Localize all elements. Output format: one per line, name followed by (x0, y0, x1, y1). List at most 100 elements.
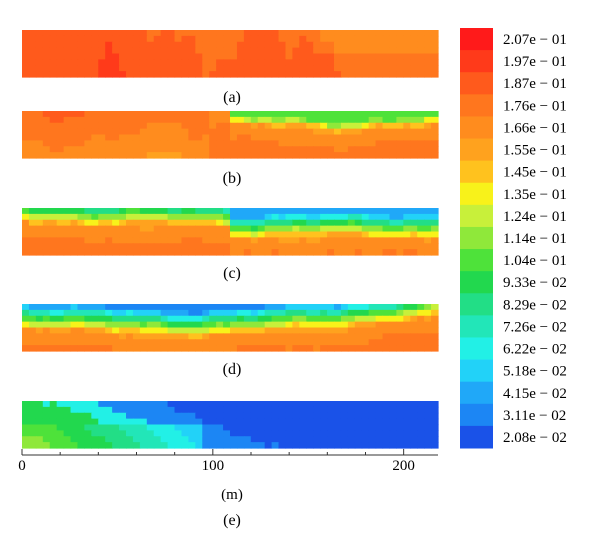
heatmap-cell (361, 243, 370, 250)
heatmap-cell (410, 430, 418, 437)
heatmap-cell (160, 71, 169, 78)
heatmap-cell (167, 418, 176, 426)
heatmap-cell (320, 41, 328, 49)
heatmap-cell (250, 315, 259, 323)
heatmap-cell (209, 65, 217, 72)
heatmap-cell (340, 116, 349, 124)
heatmap-cell (84, 41, 92, 49)
heatmap-cell (49, 30, 58, 37)
heatmap-cell (403, 41, 411, 49)
heatmap-cell (119, 41, 127, 49)
heatmap-cell (250, 213, 259, 221)
heatmap-cell (264, 327, 273, 334)
heatmap-cell (70, 412, 79, 420)
colorbar-swatch (460, 359, 493, 383)
heatmap-cell (209, 116, 217, 124)
heatmap-cell (202, 436, 210, 443)
heatmap-cell (230, 208, 238, 215)
heatmap-cell (174, 309, 183, 317)
heatmap-cell (195, 406, 203, 414)
heatmap-cell (417, 134, 425, 141)
heatmap-cell (112, 321, 120, 329)
heatmap-cell (63, 65, 72, 72)
heatmap-cell (216, 339, 224, 346)
heatmap-cell (209, 333, 217, 340)
heatmap-cell (354, 309, 363, 317)
heatmap-cell (174, 134, 183, 141)
heatmap-cell (306, 430, 314, 437)
heatmap-cell (35, 418, 44, 426)
heatmap-cell (223, 53, 231, 60)
heatmap-cell (271, 65, 280, 72)
heatmap-cell (285, 208, 293, 215)
heatmap-cell (22, 208, 30, 215)
heatmap-cell (195, 59, 203, 66)
heatmap-cell (243, 321, 252, 329)
heatmap-cell (56, 237, 65, 244)
heatmap-cell (278, 237, 287, 244)
heatmap-cell (28, 327, 37, 334)
colorbar-swatch (460, 226, 493, 250)
heatmap-cell (347, 122, 356, 130)
heatmap-cell (42, 309, 51, 317)
colorbar-swatch (460, 116, 493, 140)
panel-label-5: (e) (223, 512, 241, 529)
heatmap-cell (292, 424, 300, 431)
heatmap-cell (424, 418, 432, 426)
heatmap-cell (42, 406, 51, 414)
heatmap-cell (327, 128, 335, 136)
heatmap-cell (223, 321, 231, 329)
heatmap-cell (22, 35, 30, 43)
heatmap-cell (22, 140, 30, 147)
heatmap-cell (35, 231, 44, 238)
heatmap-cell (271, 237, 280, 244)
heatmap-cell (361, 59, 370, 66)
heatmap-cell (70, 30, 79, 37)
heatmap-cell (320, 146, 328, 153)
heatmap-cell (167, 152, 176, 159)
heatmap-cell (146, 327, 155, 334)
heatmap-cell (368, 327, 377, 334)
heatmap-cell (105, 401, 113, 408)
heatmap-cell (271, 321, 280, 329)
heatmap-cell (285, 41, 293, 49)
heatmap-cell (230, 53, 238, 60)
heatmap-cell (195, 30, 203, 37)
heatmap-cell (410, 418, 418, 426)
heatmap-cell (403, 424, 411, 431)
heatmap-cell (313, 71, 321, 78)
heatmap-cell (313, 339, 321, 346)
heatmap-cell (132, 219, 141, 227)
heatmap-cell (320, 225, 328, 233)
heatmap-cell (146, 418, 155, 426)
heatmap-cell (98, 213, 106, 221)
heatmap-cell (209, 53, 217, 60)
heatmap-cell (403, 71, 411, 78)
heatmap-cell (22, 111, 30, 118)
heatmap-cell (278, 140, 287, 147)
heatmap-cell (257, 71, 266, 78)
heatmap-cell (347, 208, 356, 215)
heatmap-cell (77, 243, 85, 250)
heatmap-cell (84, 128, 92, 136)
heatmap-cell (209, 237, 217, 244)
heatmap-cell (347, 219, 356, 227)
heatmap-cell (382, 424, 391, 431)
heatmap-cell (35, 71, 44, 78)
heatmap-cell (320, 122, 328, 130)
heatmap-cell (223, 430, 231, 437)
heatmap-cell (250, 208, 259, 215)
heatmap-cell (230, 231, 238, 238)
heatmap-cell (313, 436, 321, 443)
heatmap-cell (56, 71, 65, 78)
heatmap-cell (264, 116, 273, 124)
heatmap-cell (98, 442, 106, 449)
heatmap-cell (264, 249, 273, 256)
heatmap-cell (77, 116, 85, 124)
heatmap-cell (250, 412, 259, 420)
heatmap-cell (278, 327, 287, 334)
heatmap-cell (389, 111, 397, 118)
heatmap-cell (361, 134, 370, 141)
heatmap-cell (160, 146, 169, 153)
heatmap-cell (230, 339, 238, 346)
